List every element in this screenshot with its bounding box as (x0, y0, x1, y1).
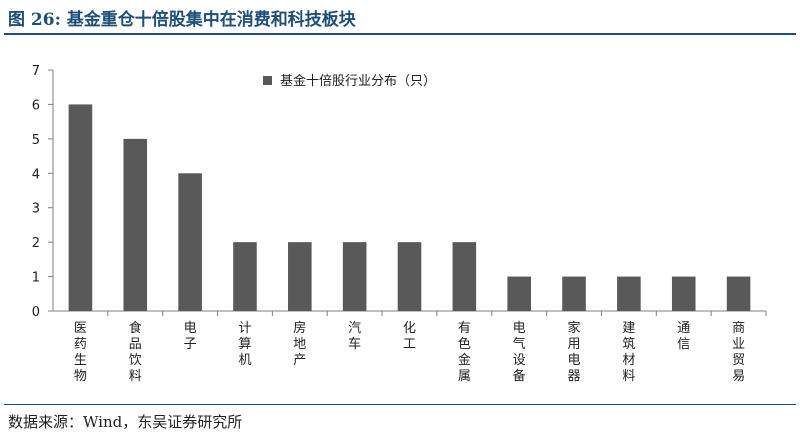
legend-swatch (263, 76, 272, 85)
bar (726, 276, 751, 311)
x-tick-label: 电气设备 (513, 321, 526, 384)
bar (617, 276, 641, 311)
bar (342, 242, 367, 311)
bar (671, 276, 696, 311)
x-tick-label: 食品饮料 (129, 320, 142, 384)
x-tick-label: 有色金属 (458, 321, 471, 384)
x-tick-label: 商业贸易 (732, 321, 745, 384)
bar (288, 242, 312, 311)
source-rule (4, 404, 796, 405)
x-tick-label: 电子 (184, 321, 197, 352)
bar (507, 276, 531, 311)
bar (397, 242, 422, 311)
y-tick-label: 3 (32, 202, 40, 217)
x-tick-label: 汽车 (348, 321, 361, 352)
y-tick-label: 7 (32, 64, 40, 79)
x-tick-label: 通信 (677, 321, 690, 352)
bar (123, 138, 148, 311)
bar (68, 104, 93, 311)
y-tick-label: 4 (32, 167, 40, 182)
x-tick-label: 计算机 (238, 321, 251, 368)
y-tick-label: 6 (32, 98, 40, 113)
x-tick-label: 建筑材料 (622, 321, 635, 384)
bar (562, 276, 586, 311)
figure-title: 图 26: 基金重仓十倍股集中在消费和科技板块 (8, 10, 356, 30)
x-tick-label: 医药生物 (74, 321, 87, 384)
bar (452, 242, 477, 311)
x-tick-label: 家用电器 (568, 320, 581, 384)
source-note: 数据来源：Wind，东吴证券研究所 (8, 413, 243, 431)
y-tick-label: 0 (32, 305, 40, 320)
bar (178, 173, 202, 311)
bar-chart: 0 1 2 3 4 5 6 7 医药生物 食品饮料 电子 计算机 房地产 汽车 化工 有色金属 电气设备 家用电器… (32, 64, 767, 384)
y-tick-label: 2 (32, 236, 40, 251)
x-tick-label: 化工 (403, 321, 416, 352)
x-tick-label: 房地产 (293, 320, 306, 368)
figure-header: 图 26: 基金重仓十倍股集中在消费和科技板块 (0, 0, 800, 35)
y-tick-label: 1 (32, 271, 40, 286)
chart-area: 0 1 2 3 4 5 6 7 医药生物 食品饮料 电子 计算机 房地产 汽车 化工 有色金属 电气设备 家用电器… (0, 40, 800, 402)
title-rule (4, 33, 796, 35)
y-tick-label: 5 (32, 133, 40, 148)
legend-label: 基金十倍股行业分布（只） (280, 73, 436, 89)
bar (233, 242, 257, 311)
